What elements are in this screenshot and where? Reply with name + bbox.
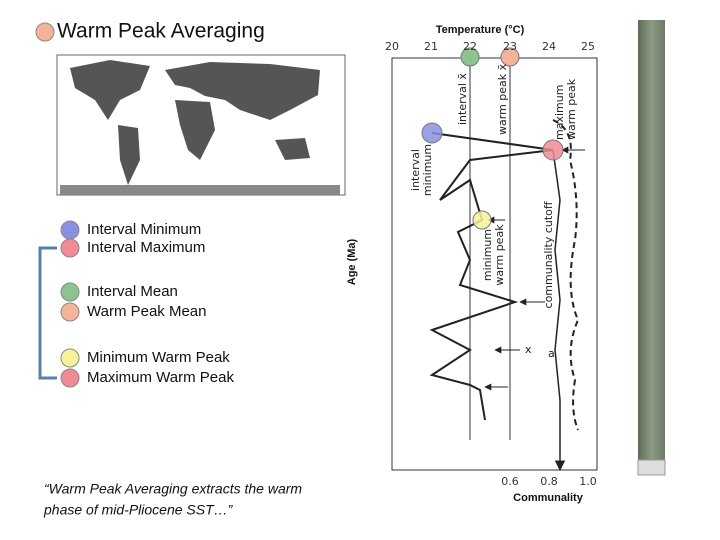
top-tick-label: 24 bbox=[542, 40, 556, 53]
top-tick-label: 22 bbox=[463, 40, 477, 53]
quote: phase of mid-Pliocene SST…” bbox=[43, 502, 234, 518]
legend-marker bbox=[60, 238, 80, 258]
legend-bracket bbox=[38, 246, 57, 380]
annotation: warm peak bbox=[565, 78, 578, 140]
core-scale bbox=[637, 459, 666, 476]
core-image bbox=[638, 20, 665, 460]
legend-marker bbox=[60, 348, 80, 368]
quote: “Warm Peak Averaging extracts the warm bbox=[44, 481, 302, 497]
bottom-tick-label: 1.0 bbox=[579, 475, 597, 488]
legend-label: Warm Peak Mean bbox=[87, 303, 206, 320]
legend-label: Maximum Warm Peak bbox=[87, 369, 234, 386]
slide-title: Warm Peak Averaging bbox=[57, 20, 265, 43]
legend-label: Interval Mean bbox=[87, 283, 178, 300]
legend-marker bbox=[60, 368, 80, 388]
interval-mean-marker bbox=[460, 47, 480, 67]
map bbox=[56, 54, 346, 196]
legend-marker bbox=[60, 282, 80, 302]
temperature-curve bbox=[429, 132, 554, 421]
communality-curve bbox=[552, 149, 566, 472]
annotation: minimum bbox=[421, 144, 434, 196]
communality-cutoff bbox=[552, 119, 580, 431]
top-tick-label: 25 bbox=[581, 40, 595, 53]
legend-label: Minimum Warm Peak bbox=[87, 349, 230, 366]
top-tick-label: 21 bbox=[424, 40, 438, 53]
legend-marker bbox=[60, 302, 80, 322]
annotation: interval bbox=[409, 149, 422, 191]
annotation: interval x̄ bbox=[456, 73, 469, 125]
bottom-tick-label: 0.8 bbox=[540, 475, 558, 488]
annotation: a bbox=[548, 347, 555, 360]
interval-minimum-marker bbox=[421, 122, 443, 144]
y-axis-label: Age (Ma) bbox=[346, 238, 358, 285]
legend-label: Interval Maximum bbox=[87, 239, 205, 256]
top-tick-label: 23 bbox=[503, 40, 517, 53]
top-axis-label: Temperature (°C) bbox=[436, 24, 525, 36]
top-tick-label: 20 bbox=[385, 40, 399, 53]
annotation: minimum bbox=[481, 229, 494, 281]
figure: Temperature (°C) Communality Age (Ma) 20… bbox=[346, 24, 598, 504]
annotation: x bbox=[525, 343, 532, 356]
title-bullet bbox=[35, 22, 55, 42]
annotation: communality cutoff bbox=[542, 201, 555, 308]
legend-marker bbox=[60, 220, 80, 240]
annotation: maximum bbox=[553, 85, 566, 140]
maximum-warm-peak-marker bbox=[542, 139, 564, 161]
bottom-tick-label: 0.6 bbox=[501, 475, 519, 488]
legend-label: Interval Minimum bbox=[87, 221, 201, 238]
warm-peak-mean-marker bbox=[500, 47, 520, 67]
annotation: warm peak bbox=[493, 224, 506, 286]
minimum-warm-peak-marker bbox=[472, 210, 492, 230]
bottom-axis-label: Communality bbox=[513, 492, 584, 504]
figure-frame bbox=[391, 57, 598, 471]
annotation: warm peak x̄ bbox=[496, 63, 509, 135]
